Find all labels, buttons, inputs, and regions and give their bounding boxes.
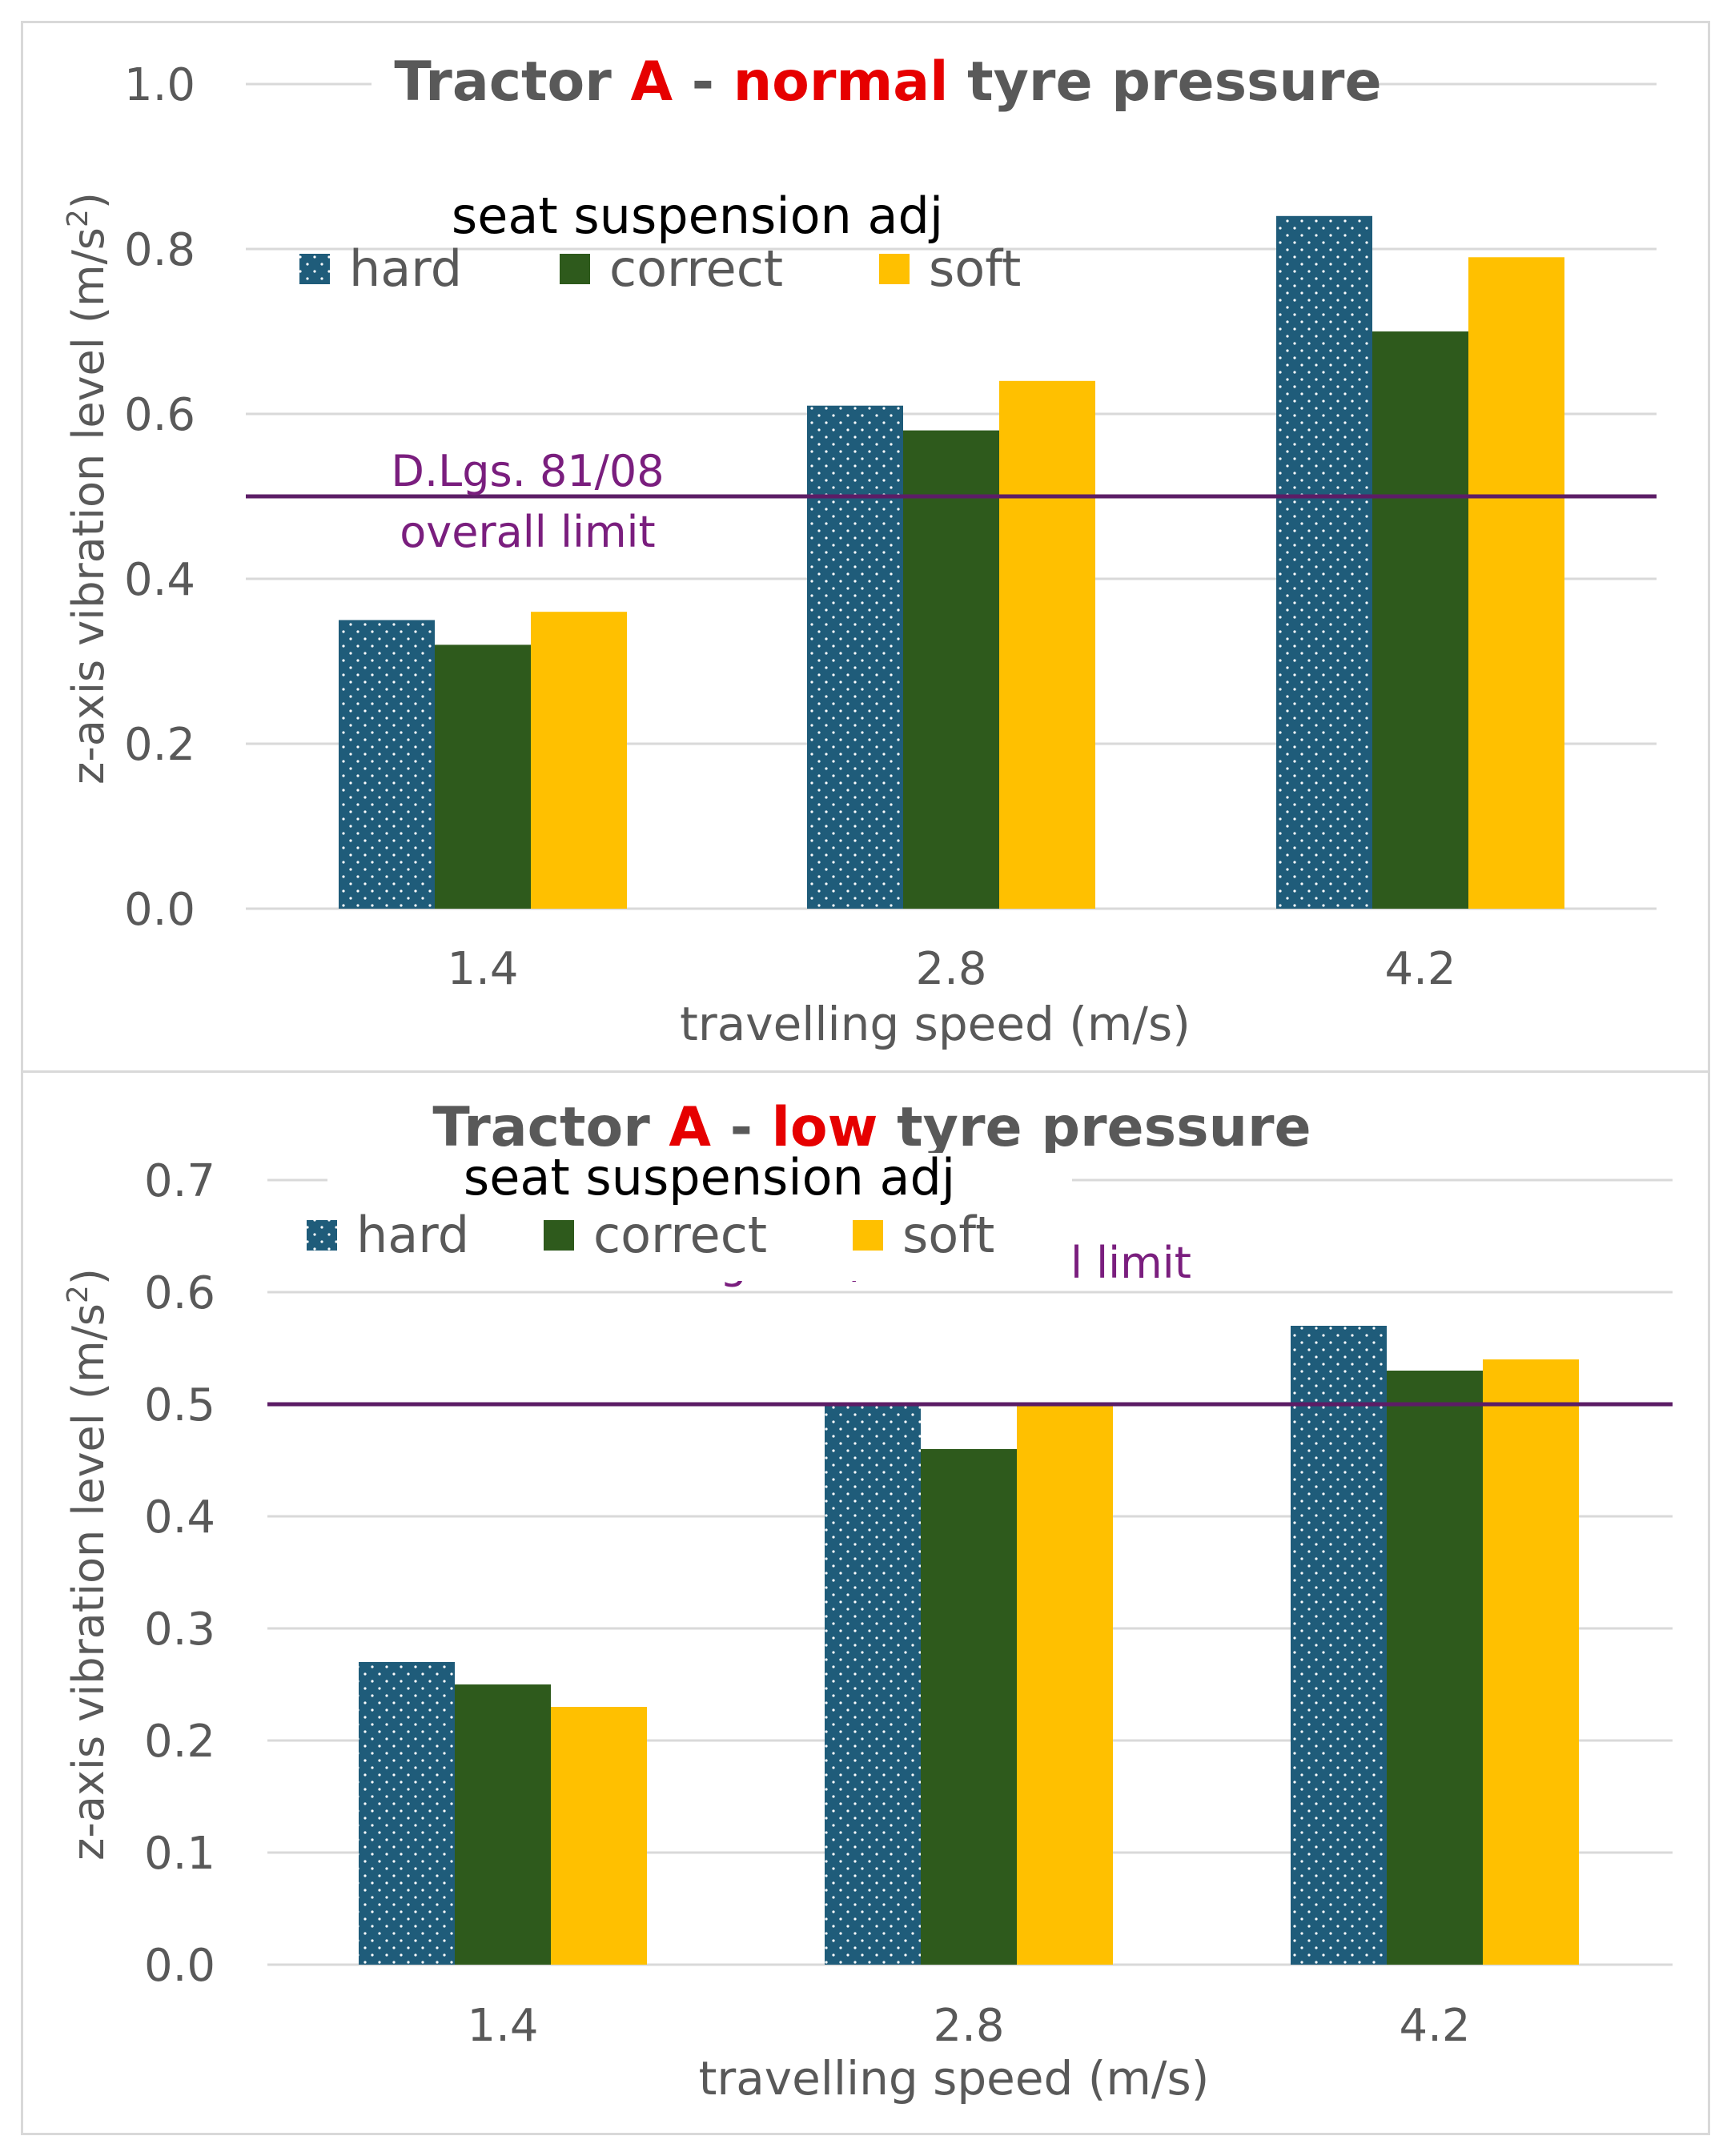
legend-label-soft: soft — [929, 239, 1021, 298]
chart-normal-pressure: 0.0 0.2 0.4 0.6 0.8 1.0 1.4 2.8 4.2 D.Lgs. 81/08 o… — [62, 50, 1657, 1051]
y-tick-label: 0.4 — [144, 1492, 215, 1544]
title-part: - — [711, 1096, 772, 1159]
bar-soft-2.8 — [999, 380, 1095, 909]
legend-swatch-correct — [544, 1220, 574, 1251]
x-tick-label: 1.4 — [447, 943, 518, 995]
y-tick-label: 0.4 — [124, 554, 195, 606]
title-part: tyre pressure — [948, 50, 1381, 114]
y-tick-label: 0.2 — [144, 1716, 215, 1768]
legend-swatch-correct — [560, 254, 590, 284]
limit-label: overall limit — [400, 507, 655, 557]
bar-correct-2.8 — [921, 1449, 1017, 1965]
bar-soft-4.2 — [1483, 1359, 1579, 1965]
y-tick-label: 0.7 — [144, 1155, 215, 1207]
title-part: - — [673, 50, 733, 114]
legend-label-hard: hard — [356, 1206, 469, 1264]
y-axis-title: z-axis vibration level (m/s2) — [62, 192, 114, 785]
chart-title: Tractor A - low tyre pressure — [432, 1096, 1311, 1159]
title-background — [372, 55, 1368, 119]
y-tick-label: 0.0 — [144, 1940, 215, 1992]
title-part: normal — [733, 50, 949, 114]
bar-soft-1.4 — [551, 1707, 647, 1965]
legend-title: seat suspension adj — [464, 1148, 955, 1206]
bar-soft-4.2 — [1468, 257, 1564, 909]
legend-swatch-hard — [307, 1220, 337, 1251]
legend-label-hard: hard — [349, 239, 462, 298]
bar-hard-4.2 — [1291, 1326, 1387, 1965]
legend-label-correct: correct — [593, 1206, 767, 1264]
legend-swatch-soft — [853, 1220, 883, 1251]
y-tick-label: 0.5 — [144, 1379, 215, 1431]
bar-correct-1.4 — [435, 644, 531, 909]
bar-soft-2.8 — [1017, 1404, 1113, 1965]
chart-title: Tractor A - normal tyre pressure — [394, 50, 1381, 114]
title-part: Tractor — [394, 50, 630, 114]
legend-background — [327, 1153, 1072, 1281]
bar-soft-1.4 — [531, 612, 627, 909]
title-part: A — [630, 50, 673, 114]
y-axis-title-main: z-axis vibration level (m/s — [63, 1303, 114, 1861]
y-axis-title-main: z-axis vibration level (m/s — [63, 227, 114, 785]
y-tick-label: 0.8 — [124, 224, 195, 276]
title-part: low — [772, 1096, 878, 1159]
chart-panel-low-pressure: 0.00.10.20.30.40.50.60.71.42.84.2D.Lgs. … — [21, 1073, 1710, 2135]
limit-label: D.Lgs. 81/08 — [391, 446, 664, 496]
bar-correct-1.4 — [455, 1684, 551, 1965]
x-tick-label: 1.4 — [467, 2000, 538, 2052]
chart-low-pressure: 0.00.10.20.30.40.50.60.71.42.84.2D.Lgs. … — [62, 1096, 1673, 2106]
x-axis-title: travelling speed (m/s) — [699, 2051, 1210, 2106]
y-tick-label: 0.0 — [124, 884, 195, 936]
bar-correct-4.2 — [1372, 331, 1468, 909]
bar-correct-4.2 — [1387, 1371, 1483, 1965]
y-tick-label: 1.0 — [124, 59, 195, 111]
title-part: tyre pressure — [878, 1096, 1311, 1159]
x-axis-title: travelling speed (m/s) — [680, 997, 1191, 1051]
x-tick-label: 4.2 — [1399, 2000, 1470, 2052]
y-axis-title-end: ) — [63, 1268, 114, 1285]
y-axis-title-end: ) — [63, 192, 114, 209]
legend-swatch-soft — [879, 254, 910, 284]
y-tick-label: 0.2 — [124, 719, 195, 771]
bar-correct-2.8 — [903, 430, 999, 909]
legend-title: seat suspension adj — [452, 187, 943, 245]
bar-hard-4.2 — [1276, 215, 1372, 909]
y-tick-label: 0.6 — [124, 389, 195, 441]
bar-hard-2.8 — [825, 1404, 921, 1965]
chart-panel-normal-pressure: 0.0 0.2 0.4 0.6 0.8 1.0 1.4 2.8 4.2 D.Lgs. 81/08 o… — [21, 21, 1710, 1073]
bar-hard-1.4 — [339, 620, 435, 909]
x-tick-label: 2.8 — [915, 943, 986, 995]
bar-hard-1.4 — [359, 1662, 455, 1965]
title-part: Tractor — [432, 1096, 669, 1159]
y-tick-label: 0.6 — [144, 1267, 215, 1319]
y-axis-title: z-axis vibration level (m/s2) — [62, 1268, 114, 1861]
x-tick-label: 4.2 — [1384, 943, 1456, 995]
legend-label-correct: correct — [609, 239, 783, 298]
x-tick-label: 2.8 — [933, 2000, 1004, 2052]
y-axis-title-superscript: 2 — [62, 209, 94, 227]
y-tick-label: 0.1 — [144, 1828, 215, 1880]
legend-label-soft: soft — [902, 1206, 994, 1264]
title-part: A — [669, 1096, 711, 1159]
legend-swatch-hard — [299, 254, 330, 284]
bar-hard-2.8 — [807, 405, 903, 909]
y-tick-label: 0.3 — [144, 1604, 215, 1656]
y-axis-title-superscript: 2 — [62, 1285, 94, 1303]
